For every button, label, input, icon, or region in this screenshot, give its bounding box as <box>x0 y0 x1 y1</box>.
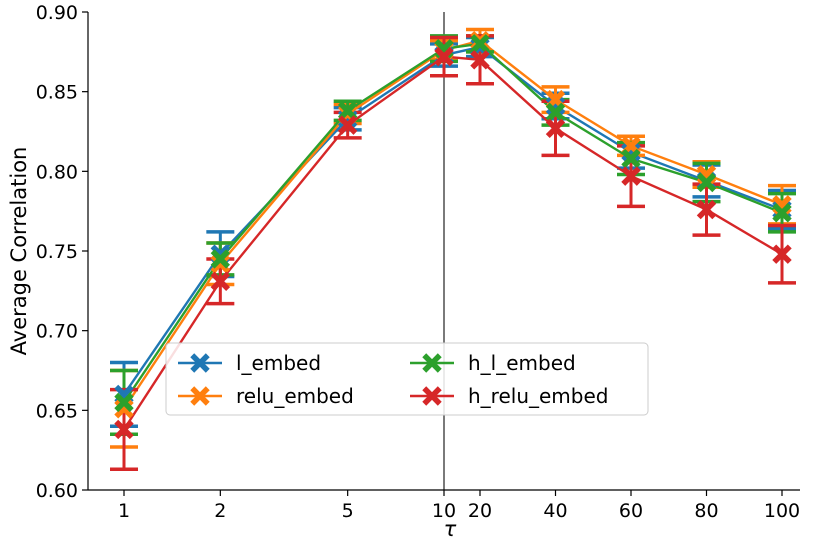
legend-label-l_embed: l_embed <box>236 351 321 375</box>
legend-item-h_relu_embed: h_relu_embed <box>410 384 608 408</box>
legend-marker-h_relu_embed <box>422 386 442 406</box>
point-h_relu_embed-5 <box>337 115 358 135</box>
legend-label-h_l_embed: h_l_embed <box>468 351 576 375</box>
legend-label-h_relu_embed: h_relu_embed <box>468 384 608 408</box>
legend-marker-l_embed <box>190 353 210 373</box>
y-tick-label-0.85: 0.85 <box>36 82 78 104</box>
y-tick-label-0.75: 0.75 <box>36 241 78 263</box>
point-h_relu_embed-2 <box>210 271 231 291</box>
point-h_l_embed-2 <box>210 249 231 269</box>
point-h_relu_embed-40 <box>545 118 566 139</box>
y-tick-label-0.80: 0.80 <box>36 161 78 183</box>
point-h_l_embed-20 <box>470 34 490 54</box>
legend-item-relu_embed: relu_embed <box>178 384 354 408</box>
point-h_l_embed-80 <box>696 172 717 193</box>
legend-marker-relu_embed <box>190 386 210 406</box>
legend-frame <box>165 342 649 416</box>
point-h_l_embed-40 <box>545 102 566 123</box>
y-axis-label: Average Correlation <box>7 147 31 356</box>
x-axis-label: τ <box>444 517 457 541</box>
x-tick-label-40: 40 <box>543 500 567 522</box>
point-h_relu_embed-20 <box>470 50 490 70</box>
x-tick-label-100: 100 <box>764 500 800 522</box>
point-h_relu_embed-100 <box>772 244 792 264</box>
legend: l_embed relu_embed h_l_embed h_relu_embed <box>165 342 649 416</box>
legend-label-relu_embed: relu_embed <box>236 384 354 408</box>
point-h_l_embed-60 <box>621 148 641 169</box>
x-tick-label-2: 2 <box>214 500 226 522</box>
point-h_relu_embed-1 <box>114 419 134 440</box>
x-tick-label-80: 80 <box>694 500 718 522</box>
legend-item-h_l_embed: h_l_embed <box>410 351 576 375</box>
y-tick-label-0.65: 0.65 <box>36 400 78 422</box>
point-h_relu_embed-60 <box>621 166 641 186</box>
point-h_l_embed-1 <box>114 392 134 413</box>
point-h_l_embed-100 <box>772 203 792 223</box>
legend-item-l_embed: l_embed <box>178 351 321 375</box>
x-tick-label-20: 20 <box>468 500 492 522</box>
y-tick-label-0.90: 0.90 <box>36 2 78 24</box>
x-tick-label-10: 10 <box>432 500 456 522</box>
y-tick-label-0.60: 0.60 <box>36 480 78 502</box>
y-tick-label-0.70: 0.70 <box>36 321 78 343</box>
point-h_relu_embed-80 <box>696 199 717 220</box>
x-tick-label-1: 1 <box>118 500 130 522</box>
point-h_l_embed-5 <box>337 101 358 121</box>
point-h_relu_embed-10 <box>434 46 454 67</box>
legend-marker-h_l_embed <box>422 353 442 373</box>
x-tick-label-5: 5 <box>342 500 354 522</box>
x-tick-label-60: 60 <box>619 500 643 522</box>
series-line-l_embed <box>123 45 783 396</box>
